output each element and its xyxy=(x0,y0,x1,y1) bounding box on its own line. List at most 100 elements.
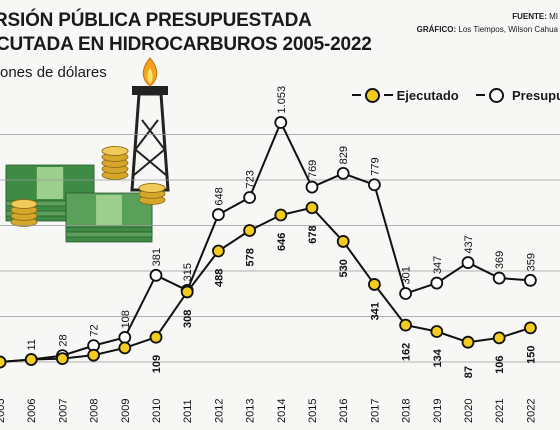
presupuestado-value-label: 347 xyxy=(432,256,444,274)
source-note: FUENTE: MI xyxy=(512,12,558,21)
data-labels: 11 28 72 108 381 315 648 723 1.053 769 829 779 301 34… xyxy=(26,86,537,378)
ejecutado-point xyxy=(274,208,288,222)
presupuestado-point xyxy=(367,178,381,192)
presupuestado-point xyxy=(305,180,319,194)
x-tick-label: 2015 xyxy=(307,399,319,423)
presupuestado-point xyxy=(430,276,444,290)
legend-presupuestado-marker xyxy=(489,87,505,103)
presupuestado-value-label: 359 xyxy=(525,253,537,271)
presupuestado-value-label: 769 xyxy=(307,160,319,178)
graphic-credit: GRÁFICO: Los Tiempos, Wilson Cahua xyxy=(417,25,558,34)
ejecutado-point xyxy=(24,353,38,366)
presupuestado-value-label: 28 xyxy=(57,334,69,346)
x-tick-label: 2012 xyxy=(213,399,225,423)
presupuestado-value-label: 11 xyxy=(26,339,38,350)
ejecutado-point xyxy=(492,331,506,345)
presupuestado-value-label: 779 xyxy=(369,157,381,175)
x-tick-label: 2021 xyxy=(494,399,506,423)
presupuestado-point xyxy=(492,271,506,285)
presupuestado-point xyxy=(149,268,163,282)
x-tick-label: 2019 xyxy=(432,399,444,423)
x-tick-label: 2017 xyxy=(369,399,381,423)
derrick-brace xyxy=(133,149,165,176)
coin-top xyxy=(101,146,129,156)
x-tick-label: 2010 xyxy=(151,399,163,423)
presupuestado-point xyxy=(524,273,537,287)
x-tick-label: 2018 xyxy=(401,399,413,423)
x-tick-label: 2009 xyxy=(120,399,132,423)
derrick-brace xyxy=(141,119,166,151)
ejecutado-value-label: 308 xyxy=(182,310,194,328)
ejecutado-point xyxy=(305,201,319,215)
chart-title-line1: RSIÓN PÚBLICA PRESUPUESTADA xyxy=(0,10,312,31)
legend-item-ejecutado: Ejecutado xyxy=(352,87,459,103)
ejecutado-value-label: 341 xyxy=(369,302,381,320)
presupuestado-value-label: 301 xyxy=(401,266,413,284)
ejecutado-value-label: 87 xyxy=(463,366,475,378)
legend-ejecutado-label: Ejecutado xyxy=(396,87,459,103)
ejecutado-point xyxy=(211,244,225,258)
x-tick-label: 2011 xyxy=(182,399,194,423)
y-axis-unit-label: ones de dólares xyxy=(0,64,107,81)
legend-item-presupuestado: Presupue xyxy=(476,87,560,103)
presupuestado-value-label: 72 xyxy=(89,324,101,336)
presupuestado-value-label: 723 xyxy=(245,170,257,188)
ejecutado-point xyxy=(180,285,194,299)
ejecutado-value-label: 150 xyxy=(525,346,537,364)
ejecutado-point xyxy=(243,224,257,237)
derrick-brace xyxy=(134,119,159,151)
presupuestado-point xyxy=(243,191,257,204)
graphic-label: GRÁFICO: xyxy=(416,25,457,34)
graphic-value: Los Tiempos, Wilson Cahua xyxy=(458,25,558,34)
ejecutado-point xyxy=(461,335,475,349)
derrick-top xyxy=(132,86,168,95)
x-tick-label: 2013 xyxy=(245,399,257,423)
ejecutado-value-label: 488 xyxy=(213,269,225,287)
chart-title-line2: CUTADA EN HIDROCARBUROS 2005-2022 xyxy=(0,34,372,55)
presupuestado-point xyxy=(461,256,475,269)
presupuestado-point xyxy=(274,116,288,129)
x-axis-ticks: 2005 2006 2007 2008 2009 2010 2011 2012 2013 2014… xyxy=(0,399,537,423)
presupuestado-point xyxy=(336,167,350,180)
ejecutado-value-label: 678 xyxy=(307,225,319,243)
presupuestado-value-label: 315 xyxy=(182,263,194,281)
ejecutado-point xyxy=(56,352,69,365)
ejecutado-point xyxy=(149,330,163,344)
legend-presupuestado-label: Presupue xyxy=(512,87,560,103)
ejecutado-value-label: 646 xyxy=(276,233,288,251)
x-tick-label: 2020 xyxy=(463,399,475,423)
banknote-emblem xyxy=(96,195,122,225)
coin-top xyxy=(10,199,38,209)
coin-top xyxy=(138,183,166,193)
presupuestado-value-label: 1.053 xyxy=(276,86,288,114)
presupuestado-point xyxy=(118,331,132,344)
presupuestado-value-label: 648 xyxy=(213,187,225,205)
ejecutado-point xyxy=(0,355,7,369)
derrick-brace xyxy=(135,149,167,176)
ejecutado-point xyxy=(118,341,132,355)
x-tick-label: 2022 xyxy=(525,399,537,423)
ejecutado-point xyxy=(336,235,350,248)
presupuestado-value-label: 108 xyxy=(120,310,132,328)
x-tick-label: 2007 xyxy=(57,399,69,423)
banknote-emblem xyxy=(36,167,64,199)
presupuestado-point xyxy=(399,287,413,300)
ejecutado-point xyxy=(399,318,413,332)
ejecutado-point xyxy=(430,325,444,338)
presupuestado-value-label: 437 xyxy=(463,235,475,253)
ejecutado-value-label: 530 xyxy=(338,259,350,277)
presupuestado-point xyxy=(211,208,225,221)
presupuestado-value-label: 829 xyxy=(338,146,350,164)
source-value: MI xyxy=(549,12,558,21)
ejecutado-value-label: 134 xyxy=(432,348,444,367)
presupuestado-value-label: 381 xyxy=(151,248,163,266)
oil-derrick-money-illustration xyxy=(5,57,170,243)
x-tick-label: 2014 xyxy=(276,399,288,423)
ejecutado-point xyxy=(87,348,100,362)
legend-ejecutado-marker xyxy=(365,87,380,103)
data-points xyxy=(0,116,537,369)
derrick-frame xyxy=(130,92,170,192)
ejecutado-point xyxy=(524,321,537,335)
legend: Ejecutado Presupue xyxy=(352,84,560,103)
